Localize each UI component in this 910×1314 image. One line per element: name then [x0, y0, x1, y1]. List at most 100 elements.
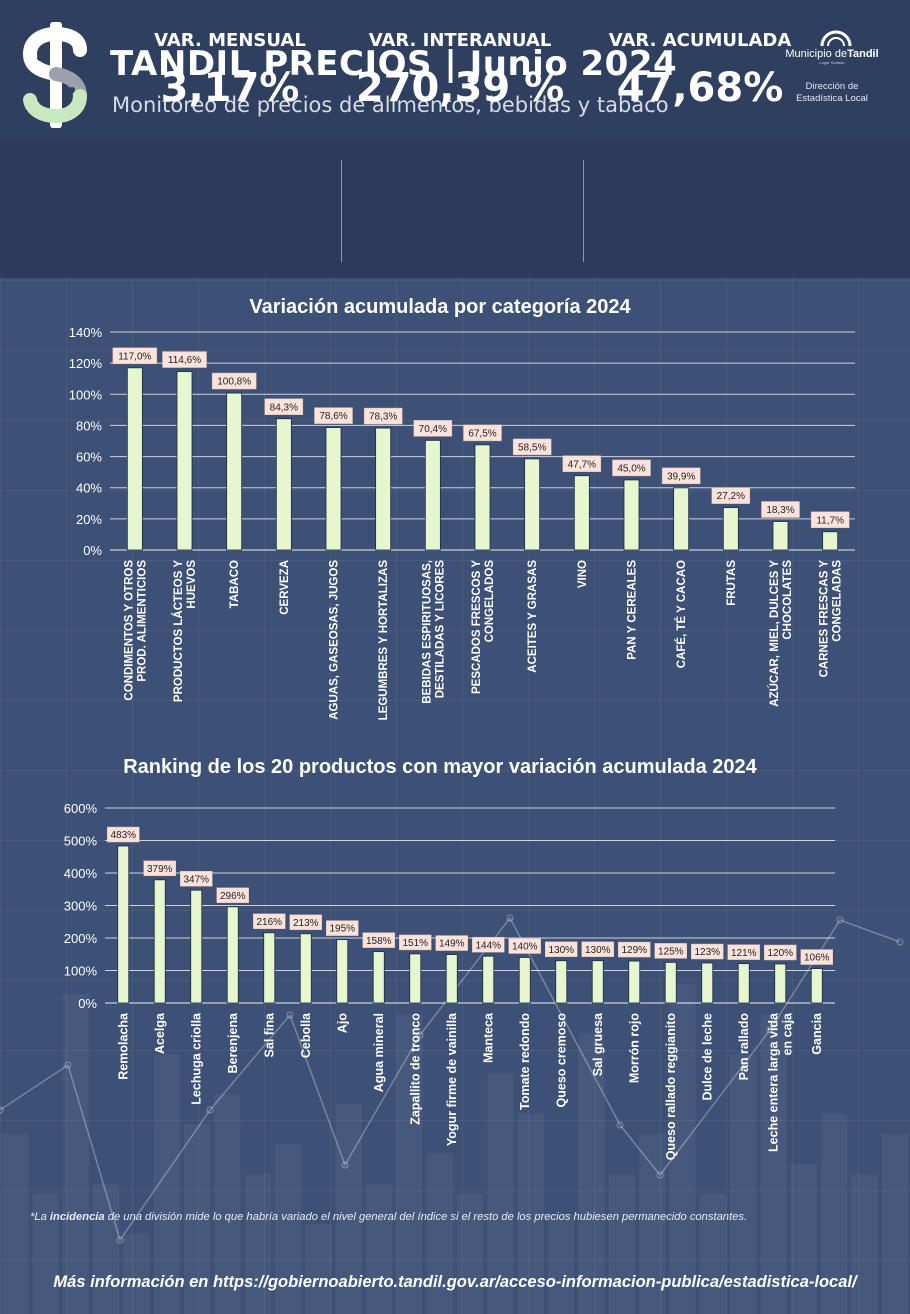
data-label-box [216, 887, 249, 904]
x-category-text: VINO [577, 560, 589, 588]
bar [176, 371, 193, 551]
stat-monthly: VAR. MENSUAL 3,17% [140, 30, 320, 111]
x-category-text: CONDIMENTOS Y OTROS [123, 560, 135, 701]
header: TANDIL PRECIOS | Junio 2024 Monitoreo de… [0, 0, 910, 140]
data-label-box [472, 936, 505, 953]
department-line2: Estadística Local [796, 93, 868, 104]
bar [299, 933, 312, 1004]
x-category-label: Sal fina [263, 1012, 277, 1058]
x-category-text: CARNES FRESCAS Y [819, 560, 831, 678]
x-category-text: Berenjena [226, 1012, 240, 1073]
data-label: 123% [694, 947, 720, 958]
stat-label: VAR. ACUMULADA [608, 30, 792, 51]
data-label-box [363, 407, 403, 425]
bar [774, 963, 787, 1004]
x-category-text: Lechuga criolla [190, 1012, 204, 1105]
bar [664, 961, 677, 1004]
data-label-box [711, 487, 751, 504]
stat-value: 270,39 % [355, 65, 565, 111]
data-label: 379% [147, 864, 173, 875]
data-label: 144% [475, 940, 501, 951]
data-label-box [661, 467, 701, 485]
x-category-label: Acelga [153, 1012, 167, 1054]
stat-label: VAR. INTERANUAL [368, 30, 552, 51]
x-category-label: CONDIMENTOS Y OTROS PROD. ALIMENTICIOS [123, 560, 148, 701]
bar [226, 392, 243, 551]
x-category-text: Ajo [336, 1013, 350, 1034]
data-label-box [107, 826, 140, 843]
data-label: 67,5% [468, 428, 496, 439]
data-label-box [761, 501, 800, 518]
bar [226, 906, 239, 1004]
stat-label: VAR. MENSUAL [154, 30, 306, 51]
data-label: 140% [512, 942, 538, 953]
bar [424, 439, 441, 551]
x-category-text: PROD. ALIMENTICIOS [136, 560, 148, 682]
x-category-label: AZÚCAR, MIEL, DULCES Y CHOCOLATES [768, 560, 794, 707]
data-label-box [162, 351, 207, 368]
municipio-logo: Municipio deTandil Lugar Soñado Direcció… [772, 26, 892, 105]
stat-value: 3,17% [160, 65, 300, 111]
data-label-box [463, 424, 502, 442]
bar [275, 418, 292, 551]
bar [474, 444, 491, 551]
data-label: 213% [293, 918, 319, 929]
data-label: 129% [621, 945, 647, 956]
data-label-box [143, 860, 176, 877]
bar [810, 968, 823, 1004]
x-category-label: Pan rallado [737, 1013, 751, 1081]
x-category-label: Ajo [336, 1013, 350, 1034]
x-category-label: Tomate redondo [518, 1013, 532, 1110]
bar [372, 951, 385, 1004]
x-category-text: FRUTAS [726, 560, 738, 606]
x-category-label: Manteca [482, 1012, 496, 1063]
bar [518, 957, 531, 1004]
stat-divider [341, 160, 342, 262]
data-label-box [508, 938, 541, 954]
data-label-box [289, 914, 322, 931]
data-label: 149% [439, 939, 465, 950]
x-category-text: CAFÉ, TÉ Y CACAO [675, 560, 688, 668]
x-category-label: Berenjena [226, 1012, 240, 1073]
x-category-label: Dulce de leche [701, 1013, 715, 1101]
x-category-text: Acelga [153, 1012, 167, 1054]
y-tick-label: 500% [64, 834, 98, 849]
data-label: 18,3% [766, 505, 794, 516]
data-label-box [314, 407, 353, 424]
more-info-link[interactable]: Más información en https://gobiernoabier… [53, 1273, 857, 1291]
x-category-label: Yogur firme de vainilla [445, 1012, 459, 1146]
x-category-label: Queso cremoso [555, 1013, 569, 1108]
data-label: 483% [110, 830, 136, 841]
x-category-label: Morrón rojo [628, 1013, 642, 1083]
x-category-text: Sal fina [263, 1012, 277, 1058]
bar [591, 960, 604, 1004]
data-label-box [112, 347, 158, 365]
page-subtitle: Monitoreo de precios de alimentos, bebid… [112, 93, 669, 117]
x-category-text: Gancia [810, 1012, 824, 1055]
stats-band [0, 140, 910, 278]
data-label: 70,4% [419, 424, 447, 435]
data-label: 347% [183, 874, 209, 885]
data-label: 130% [585, 945, 611, 956]
dollar-sign-icon [22, 22, 87, 128]
stat-interannual: VAR. INTERANUAL 270,39 % [350, 30, 570, 111]
bar [190, 889, 203, 1004]
data-label-box [562, 455, 602, 472]
bar [722, 507, 739, 551]
municipio-city: Tandil [847, 48, 879, 60]
data-label-box [612, 459, 651, 477]
stat-divider [583, 160, 584, 262]
data-label: 216% [256, 917, 282, 928]
x-category-text: Cebolla [299, 1012, 313, 1058]
data-label-box [545, 941, 578, 957]
x-category-label: Lechuga criolla [190, 1012, 204, 1105]
x-category-text: ACEITES Y GRASAS [527, 560, 539, 673]
x-category-label: Remolacha [117, 1012, 131, 1080]
data-label-box [691, 943, 724, 960]
municipio-prefix: Municipio de [785, 48, 848, 60]
x-category-label: Leche entera larga vida en caja [767, 1012, 795, 1152]
x-category-label: Agua mineral [372, 1013, 386, 1092]
x-category-text: Morrón rojo [628, 1013, 642, 1083]
bar [673, 487, 690, 551]
stat-accumulated: VAR. ACUMULADA 47,68% [600, 30, 800, 111]
